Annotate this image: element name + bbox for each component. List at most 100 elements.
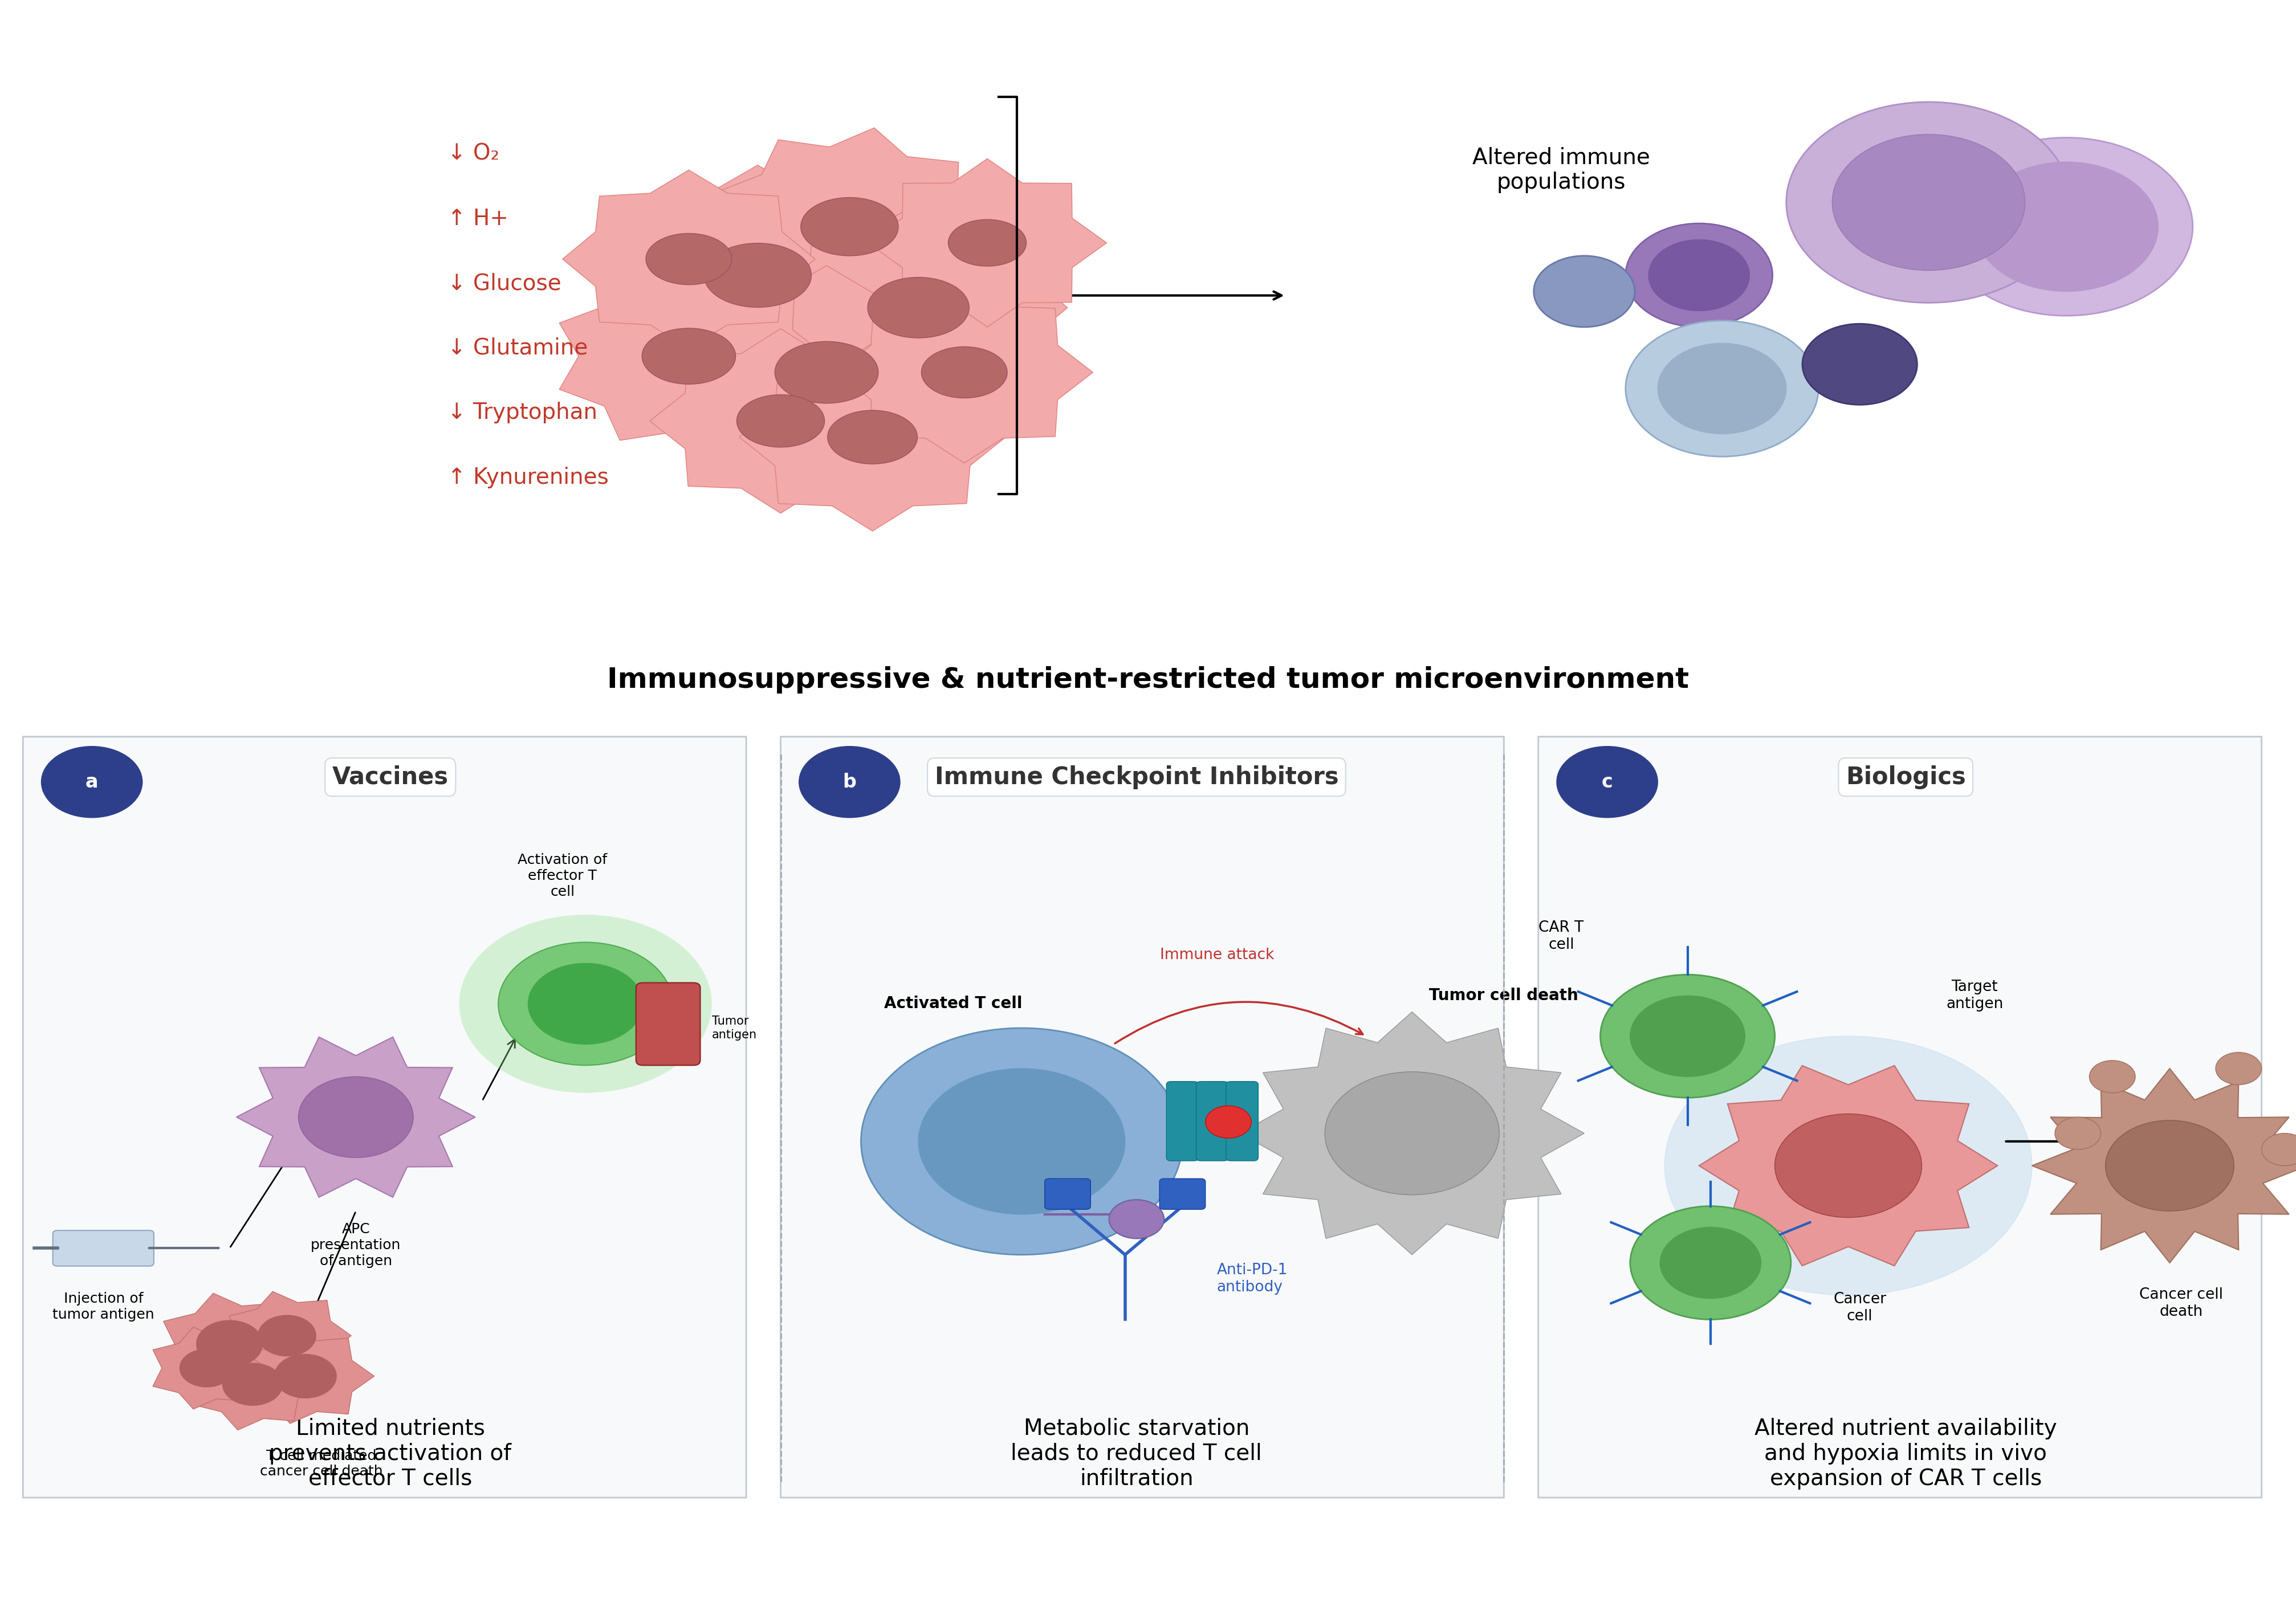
- Text: Cancer
cell: Cancer cell: [1832, 1292, 1887, 1324]
- Circle shape: [861, 1028, 1182, 1255]
- Polygon shape: [236, 1038, 475, 1196]
- Text: Target
antigen: Target antigen: [1947, 979, 2002, 1012]
- Circle shape: [1534, 256, 1635, 327]
- Circle shape: [1786, 102, 2071, 303]
- Text: Immune Checkpoint Inhibitors: Immune Checkpoint Inhibitors: [934, 766, 1339, 788]
- Text: Vaccines: Vaccines: [333, 766, 448, 788]
- Circle shape: [1109, 1200, 1164, 1239]
- Text: ↑ H+: ↑ H+: [448, 207, 510, 230]
- Text: ↓ Glutamine: ↓ Glutamine: [448, 337, 588, 359]
- FancyBboxPatch shape: [1538, 737, 2262, 1498]
- Circle shape: [1205, 1106, 1251, 1138]
- Polygon shape: [230, 1292, 351, 1379]
- Circle shape: [1557, 746, 1658, 818]
- Circle shape: [1626, 321, 1818, 457]
- Circle shape: [179, 1349, 234, 1387]
- Circle shape: [2089, 1060, 2135, 1093]
- Circle shape: [197, 1321, 262, 1366]
- Circle shape: [41, 746, 142, 818]
- Text: ↓ O₂: ↓ O₂: [448, 142, 501, 165]
- Polygon shape: [560, 261, 827, 452]
- Polygon shape: [836, 282, 1093, 463]
- Polygon shape: [675, 266, 978, 479]
- Text: b: b: [843, 772, 856, 792]
- Polygon shape: [868, 159, 1107, 327]
- Circle shape: [528, 963, 643, 1044]
- Circle shape: [498, 942, 673, 1065]
- Polygon shape: [163, 1294, 303, 1394]
- Circle shape: [1600, 975, 1775, 1098]
- Text: a: a: [85, 772, 99, 792]
- Circle shape: [298, 1077, 413, 1158]
- Ellipse shape: [737, 395, 824, 447]
- Polygon shape: [769, 202, 1068, 413]
- Polygon shape: [1699, 1065, 1998, 1266]
- Text: c: c: [1603, 772, 1612, 792]
- Circle shape: [1775, 1114, 1922, 1217]
- Text: Immunosuppressive & nutrient-restricted tumor microenvironment: Immunosuppressive & nutrient-restricted …: [606, 667, 1690, 693]
- Ellipse shape: [868, 277, 969, 338]
- Polygon shape: [602, 165, 914, 385]
- Ellipse shape: [921, 346, 1008, 398]
- Text: APC
presentation
of antigen: APC presentation of antigen: [310, 1222, 402, 1268]
- Polygon shape: [650, 329, 912, 513]
- Circle shape: [2262, 1133, 2296, 1166]
- Ellipse shape: [827, 410, 918, 465]
- Circle shape: [1832, 134, 2025, 270]
- Polygon shape: [154, 1328, 266, 1409]
- Text: Limited nutrients
prevents activation of
effector T cells: Limited nutrients prevents activation of…: [269, 1418, 512, 1489]
- Ellipse shape: [774, 342, 879, 403]
- Ellipse shape: [643, 329, 735, 384]
- Circle shape: [1325, 1072, 1499, 1195]
- Text: Cancer cell
death: Cancer cell death: [2140, 1287, 2223, 1319]
- Circle shape: [799, 746, 900, 818]
- Text: Activated T cell: Activated T cell: [884, 996, 1022, 1012]
- FancyBboxPatch shape: [1045, 1179, 1091, 1209]
- Ellipse shape: [948, 220, 1026, 266]
- FancyBboxPatch shape: [53, 1230, 154, 1266]
- Polygon shape: [1240, 1012, 1584, 1255]
- Circle shape: [1630, 1206, 1791, 1319]
- Text: ↓ Glucose: ↓ Glucose: [448, 272, 563, 295]
- Polygon shape: [716, 128, 992, 325]
- Text: T cell mediated
cancer cell death: T cell mediated cancer cell death: [259, 1449, 383, 1478]
- Ellipse shape: [801, 198, 898, 256]
- Text: Altered immune
populations: Altered immune populations: [1472, 147, 1651, 193]
- Circle shape: [2055, 1117, 2101, 1149]
- Circle shape: [276, 1353, 338, 1399]
- Text: Biologics: Biologics: [1846, 766, 1965, 788]
- Ellipse shape: [705, 243, 810, 308]
- Polygon shape: [563, 170, 815, 348]
- FancyBboxPatch shape: [1196, 1081, 1228, 1161]
- Text: Activation of
effector T
cell: Activation of effector T cell: [517, 853, 608, 899]
- Polygon shape: [739, 343, 1006, 531]
- Circle shape: [1802, 324, 1917, 405]
- FancyBboxPatch shape: [1159, 1179, 1205, 1209]
- Circle shape: [1660, 1227, 1761, 1298]
- Ellipse shape: [645, 233, 732, 285]
- Circle shape: [1940, 138, 2193, 316]
- Text: Metabolic starvation
leads to reduced T cell
infiltration: Metabolic starvation leads to reduced T …: [1010, 1418, 1263, 1489]
- FancyBboxPatch shape: [23, 737, 746, 1498]
- Text: Immune attack: Immune attack: [1159, 947, 1274, 963]
- FancyBboxPatch shape: [1166, 1081, 1199, 1161]
- Circle shape: [459, 915, 712, 1093]
- Circle shape: [1626, 223, 1773, 327]
- Text: Altered nutrient availability
and hypoxia limits in vivo
expansion of CAR T cell: Altered nutrient availability and hypoxi…: [1754, 1418, 2057, 1489]
- Text: Anti-PD-1
antibody: Anti-PD-1 antibody: [1217, 1263, 1288, 1295]
- Circle shape: [2105, 1120, 2234, 1211]
- Circle shape: [223, 1363, 282, 1405]
- FancyBboxPatch shape: [1226, 1081, 1258, 1161]
- Circle shape: [1658, 343, 1786, 434]
- Circle shape: [2216, 1052, 2262, 1085]
- Circle shape: [1649, 240, 1750, 311]
- Polygon shape: [193, 1339, 319, 1430]
- FancyBboxPatch shape: [781, 737, 1504, 1498]
- FancyBboxPatch shape: [636, 983, 700, 1065]
- Text: Tumor cell death: Tumor cell death: [1430, 988, 1577, 1004]
- Text: Injection of
tumor antigen: Injection of tumor antigen: [53, 1292, 154, 1321]
- Circle shape: [918, 1069, 1125, 1214]
- Text: CAR T
cell: CAR T cell: [1538, 920, 1584, 952]
- Circle shape: [1975, 162, 2158, 291]
- Text: ↑ Kynurenines: ↑ Kynurenines: [448, 466, 608, 489]
